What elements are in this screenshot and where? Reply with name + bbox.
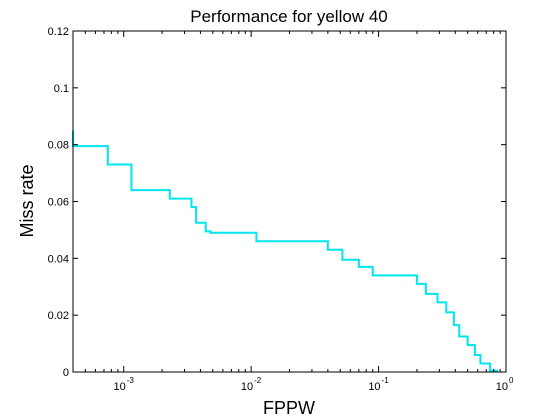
x-tick-label-exponent: -3 xyxy=(127,376,135,385)
x-tick-label-exponent: 0 xyxy=(509,376,514,385)
plot-area xyxy=(73,31,506,372)
x-tick-label-base: 10 xyxy=(113,381,125,393)
x-tick-label: 10-1 xyxy=(368,376,389,393)
x-tick-label: 100 xyxy=(496,376,514,393)
x-axis-title: FPPW xyxy=(263,398,315,418)
y-tick-label: 0.06 xyxy=(48,197,69,209)
x-tick-label: 10-3 xyxy=(113,376,134,393)
x-tick-label-exponent: -1 xyxy=(382,376,390,385)
chart-title: Performance for yellow 40 xyxy=(190,7,387,26)
y-tick-label: 0.02 xyxy=(48,310,69,322)
x-tick-label-base: 10 xyxy=(368,381,380,393)
y-tick-label: 0.12 xyxy=(48,26,69,38)
y-tick-label: 0.04 xyxy=(48,253,69,265)
y-tick-label: 0 xyxy=(63,367,69,379)
y-axis-title: Miss rate xyxy=(17,164,37,237)
x-tick-label-base: 10 xyxy=(241,381,253,393)
series-layer xyxy=(72,130,499,372)
y-tick-labels: 0 0.02 0.04 0.06 0.08 0.1 0.12 xyxy=(48,26,69,379)
plot-frame xyxy=(72,30,507,373)
x-tick-label: 10-2 xyxy=(241,376,262,393)
y-tick-label: 0.08 xyxy=(48,140,69,152)
x-tick-label-exponent: -2 xyxy=(254,376,262,385)
series-line-0 xyxy=(72,130,499,372)
y-tick-label: 0.1 xyxy=(54,83,69,95)
x-tick-label-base: 10 xyxy=(496,381,508,393)
